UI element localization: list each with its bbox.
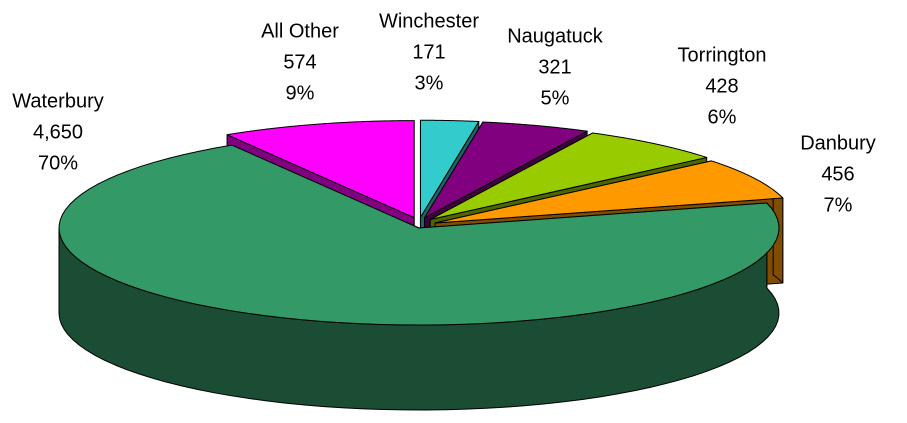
slice: [419, 119, 480, 218]
label-name: Winchester: [379, 10, 479, 32]
label-value: 171: [412, 41, 445, 63]
label-value: 456: [821, 163, 854, 185]
label-value: 428: [705, 75, 738, 97]
label-percent: 9%: [286, 82, 315, 104]
label-value: 321: [538, 56, 571, 78]
label-percent: 7%: [824, 194, 853, 216]
label-percent: 6%: [708, 106, 737, 128]
slice: [226, 120, 415, 219]
label-percent: 70%: [38, 152, 78, 174]
label-percent: 5%: [541, 87, 570, 109]
slice: [424, 121, 588, 219]
slice: [58, 144, 780, 326]
label-name: Danbury: [800, 132, 876, 154]
label-percent: 3%: [415, 72, 444, 94]
label-name: Torrington: [678, 44, 767, 66]
label-name: Waterbury: [12, 90, 104, 112]
label-value: 4,650: [33, 121, 83, 143]
label-name: All Other: [261, 20, 339, 42]
label-name: Naugatuck: [507, 25, 604, 47]
slice: [429, 132, 708, 221]
slice-tops: [58, 119, 784, 326]
slice: [434, 160, 784, 224]
label-value: 574: [283, 51, 316, 73]
